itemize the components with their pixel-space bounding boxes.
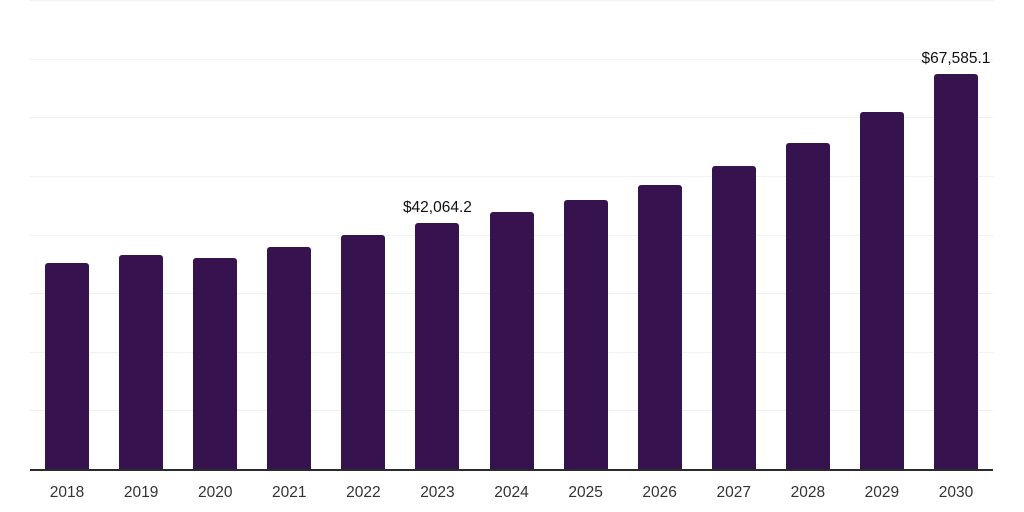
x-tick-label-2029: 2029 [864, 484, 900, 501]
x-tick-label-2018: 2018 [49, 484, 85, 501]
x-tick-label-2030: 2030 [938, 484, 974, 501]
bar-2026[interactable] [637, 184, 682, 470]
x-tick-label-2025: 2025 [568, 484, 603, 501]
bar-2022[interactable] [341, 234, 386, 470]
bar-2020[interactable] [193, 258, 238, 470]
x-tick-label-2028: 2028 [790, 484, 826, 501]
x-tick-label-2021: 2021 [272, 484, 307, 501]
x-tick-label-2022: 2022 [346, 484, 381, 501]
gridline-50000 [30, 175, 993, 177]
bar-2027[interactable] [711, 165, 756, 470]
x-axis-line [30, 469, 993, 471]
bar-2023[interactable] [415, 223, 460, 470]
x-tick-label-2027: 2027 [716, 484, 751, 501]
x-axis-tick-labels: 2018 2019 2020 2021 2022 2023 2024 2025 2026 2027… [30, 471, 993, 502]
bar-2024[interactable] [489, 212, 534, 470]
gridline-80000 [30, 0, 993, 1]
gridline-60000 [30, 117, 993, 119]
gridline-70000 [30, 58, 993, 60]
data-label-2023: $42,064.2 [402, 199, 472, 217]
bar-2029[interactable] [859, 112, 904, 470]
bar-2021[interactable] [267, 247, 312, 470]
bar-2018[interactable] [45, 263, 90, 470]
x-tick-label-2020: 2020 [197, 484, 233, 501]
bar-2028[interactable] [785, 143, 830, 470]
x-tick-label-2019: 2019 [123, 484, 159, 501]
bar-2025[interactable] [563, 200, 608, 470]
x-tick-label-2023: 2023 [420, 484, 455, 501]
data-label-2030: $67,585.1 [921, 49, 991, 67]
plot-area: $42,064.2 $67,585.1 [30, 0, 993, 470]
bar-2030[interactable] [933, 73, 978, 470]
x-tick-label-2024: 2024 [494, 484, 529, 501]
bar-2019[interactable] [119, 255, 164, 470]
x-tick-label-2026: 2026 [642, 484, 677, 501]
